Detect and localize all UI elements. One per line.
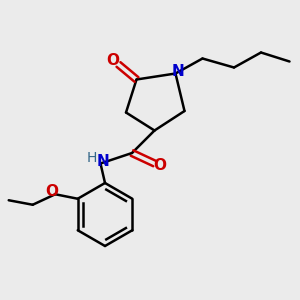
Text: O: O xyxy=(106,53,120,68)
Text: N: N xyxy=(172,64,185,79)
Text: H: H xyxy=(87,151,97,164)
Text: O: O xyxy=(153,158,167,173)
Text: N: N xyxy=(97,154,109,169)
Text: O: O xyxy=(46,184,59,199)
